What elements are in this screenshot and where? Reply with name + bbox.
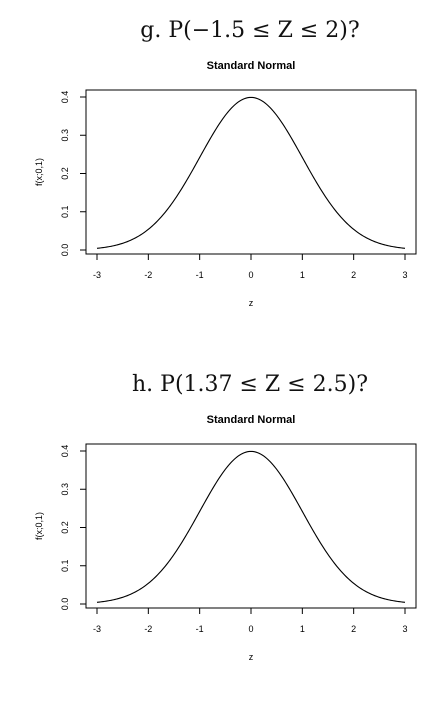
plot-frame: [85, 443, 417, 609]
y-tick-label: 0.2: [60, 167, 70, 180]
y-tick-label: 0.4: [60, 91, 70, 104]
x-axis-label: z: [249, 652, 254, 662]
normal-density-chart-g: Standard Normal -3 -2 -1 0 1 2 3 z 0.0 0.1 0.2 0.3 0.…: [0, 50, 432, 350]
y-tick-label: 0.2: [60, 521, 70, 534]
x-tick-label: -2: [144, 624, 152, 634]
x-tick-label: 3: [402, 270, 407, 280]
x-tick-label: 3: [402, 624, 407, 634]
x-axis-label: z: [249, 298, 254, 308]
chart-svg-g: Standard Normal -3 -2 -1 0 1 2 3 z 0.0 0.1 0.2 0.3 0.…: [34, 60, 417, 308]
x-tick-label: -1: [196, 270, 204, 280]
chart-title: Standard Normal: [207, 414, 296, 426]
plot-frame: [85, 89, 417, 255]
y-tick-label: 0.1: [60, 205, 70, 218]
normal-density-chart-h: Standard Normal -3 -2 -1 0 1 2 3 z 0.0 0.1 0.2 0.3 0.…: [0, 404, 432, 704]
y-tick-label: 0.3: [60, 129, 70, 142]
x-tick-label: -1: [196, 624, 204, 634]
density-curve: [96, 450, 406, 603]
y-axis-label: f(x;0,1): [34, 158, 44, 186]
x-tick-label: 1: [300, 624, 305, 634]
y-tick-label: 0.0: [60, 598, 70, 611]
x-tick-label: 2: [351, 624, 356, 634]
chart-svg-h: Standard Normal -3 -2 -1 0 1 2 3 z 0.0 0.1 0.2 0.3 0.…: [34, 414, 417, 662]
question-h: h. P(1.37 ≤ Z ≤ 2.5)?: [131, 372, 369, 397]
chart-title: Standard Normal: [207, 60, 296, 72]
y-tick-label: 0.1: [60, 559, 70, 572]
y-axis-label: f(x;0,1): [34, 512, 44, 540]
density-curve: [96, 96, 406, 249]
x-tick-label: -3: [93, 624, 101, 634]
y-tick-label: 0.0: [60, 244, 70, 257]
x-tick-label: 0: [248, 624, 253, 634]
x-tick-label: -2: [144, 270, 152, 280]
x-tick-label: 1: [300, 270, 305, 280]
x-tick-label: 0: [248, 270, 253, 280]
x-tick-label: 2: [351, 270, 356, 280]
y-tick-label: 0.3: [60, 483, 70, 496]
y-tick-label: 0.4: [60, 445, 70, 458]
question-g: g. P(−1.5 ≤ Z ≤ 2)?: [140, 18, 360, 43]
x-tick-label: -3: [93, 270, 101, 280]
